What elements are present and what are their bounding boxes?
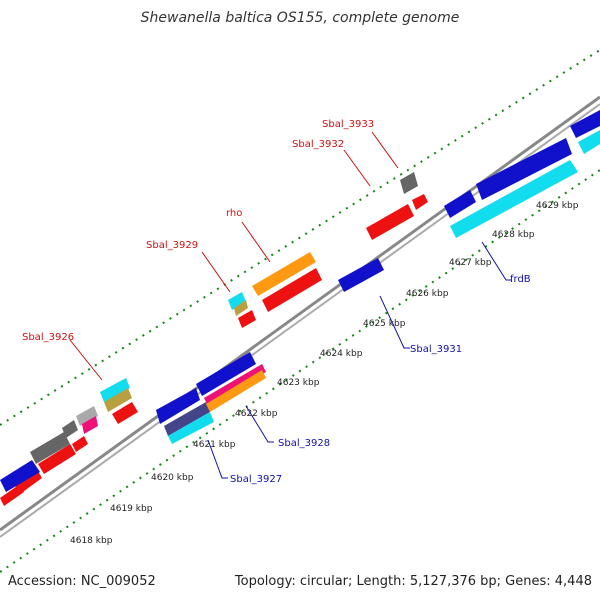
gene-block bbox=[0, 460, 40, 492]
gene-labels: Sbal_3926 Sbal_3929 rho Sbal_3932 Sbal_3… bbox=[22, 119, 531, 485]
gene-block bbox=[38, 444, 76, 474]
kbp-tick-label: 4628 kbp bbox=[492, 230, 535, 240]
kbp-tick-label: 4619 kbp bbox=[110, 504, 153, 514]
accession-text: Accession: NC_009052 bbox=[8, 574, 156, 589]
gene-block bbox=[100, 378, 130, 402]
gene-block bbox=[168, 412, 214, 444]
gene-label: Sbal_3931 bbox=[410, 344, 462, 355]
gene-label: Sbal_3927 bbox=[230, 474, 282, 485]
gene-block bbox=[338, 258, 384, 292]
gene-block bbox=[204, 364, 266, 406]
gene-block bbox=[450, 160, 578, 238]
map-title: Shewanella baltica OS155, complete genom… bbox=[140, 10, 460, 26]
kbp-tick-label: 4621 kbp bbox=[193, 440, 236, 450]
gene-block bbox=[234, 300, 248, 316]
gene-block bbox=[400, 172, 418, 194]
gene-label: Sbal_3933 bbox=[322, 119, 374, 130]
gene-block bbox=[262, 268, 322, 312]
gene-block bbox=[62, 420, 78, 438]
kbp-tick-label: 4622 kbp bbox=[235, 409, 278, 419]
gene-block bbox=[76, 406, 98, 426]
kbp-tick-label: 4626 kbp bbox=[406, 289, 449, 299]
gene-block bbox=[570, 110, 600, 138]
kbp-tick-label: 4618 kbp bbox=[70, 536, 113, 546]
reverse-strand-genes bbox=[156, 110, 600, 444]
gene-label: frdB bbox=[510, 274, 531, 285]
gene-block bbox=[238, 310, 256, 328]
kbp-tick-label: 4623 kbp bbox=[277, 378, 320, 388]
gene-label: Sbal_3929 bbox=[146, 240, 198, 251]
lower-dotted-track bbox=[0, 169, 600, 573]
kbp-tick-label: 4624 kbp bbox=[320, 349, 363, 359]
gene-label: Sbal_3926 bbox=[22, 332, 74, 343]
gene-label: rho bbox=[226, 208, 242, 219]
gene-label: Sbal_3932 bbox=[292, 139, 344, 150]
kbp-axis: 4618 kbp 4619 kbp 4620 kbp 4621 kbp 4622… bbox=[70, 201, 579, 546]
gene-block bbox=[366, 204, 414, 240]
kbp-tick-label: 4629 kbp bbox=[536, 201, 579, 211]
forward-strand-genes bbox=[0, 172, 428, 506]
gene-block bbox=[444, 190, 476, 218]
gene-block bbox=[252, 252, 316, 296]
leader-lines bbox=[69, 131, 512, 479]
genome-backbone bbox=[0, 95, 600, 538]
gene-block bbox=[412, 194, 428, 210]
genome-summary-text: Topology: circular; Length: 5,127,376 bp… bbox=[234, 574, 592, 589]
gene-block bbox=[228, 292, 246, 310]
kbp-tick-label: 4625 kbp bbox=[363, 319, 406, 329]
gene-label: Sbal_3928 bbox=[278, 438, 330, 449]
kbp-tick-label: 4627 kbp bbox=[449, 258, 492, 268]
kbp-tick-label: 4620 kbp bbox=[151, 473, 194, 483]
gene-block bbox=[578, 130, 600, 154]
gene-block bbox=[196, 352, 256, 396]
gene-block bbox=[156, 388, 200, 424]
gene-block bbox=[476, 138, 572, 200]
gene-block bbox=[72, 436, 88, 452]
gene-block bbox=[104, 388, 132, 412]
upper-dotted-track bbox=[0, 49, 600, 426]
gene-block bbox=[164, 402, 210, 436]
gene-block bbox=[82, 416, 98, 434]
gene-block bbox=[112, 402, 138, 424]
gene-block bbox=[30, 432, 70, 464]
gene-block bbox=[206, 370, 266, 412]
